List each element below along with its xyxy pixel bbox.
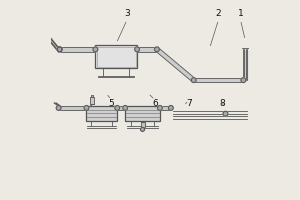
Bar <box>125 106 160 121</box>
Circle shape <box>141 127 145 131</box>
Bar <box>97 47 136 67</box>
Text: 7: 7 <box>186 99 192 108</box>
Circle shape <box>84 106 89 110</box>
Bar <box>90 97 94 104</box>
Bar <box>95 45 137 68</box>
Circle shape <box>223 111 228 116</box>
Circle shape <box>154 47 159 52</box>
Circle shape <box>158 106 162 110</box>
Polygon shape <box>137 47 157 52</box>
Polygon shape <box>155 48 195 82</box>
Circle shape <box>56 106 61 110</box>
Polygon shape <box>160 106 171 110</box>
Circle shape <box>135 47 140 52</box>
Circle shape <box>191 78 196 83</box>
Text: 1: 1 <box>238 9 243 18</box>
Circle shape <box>241 78 246 83</box>
Circle shape <box>57 47 62 52</box>
Text: 3: 3 <box>124 9 130 18</box>
Text: 5: 5 <box>108 99 114 108</box>
Text: 8: 8 <box>220 99 225 108</box>
Circle shape <box>93 47 98 52</box>
Polygon shape <box>117 106 125 110</box>
Polygon shape <box>194 78 243 82</box>
Polygon shape <box>58 106 86 110</box>
Text: 2: 2 <box>216 9 221 18</box>
Circle shape <box>169 106 173 110</box>
Circle shape <box>57 47 62 52</box>
Polygon shape <box>60 47 95 52</box>
Bar <box>86 106 117 121</box>
Text: 6: 6 <box>152 99 158 108</box>
Bar <box>91 95 93 97</box>
Circle shape <box>123 106 128 110</box>
Circle shape <box>115 106 120 110</box>
Bar <box>141 122 145 127</box>
